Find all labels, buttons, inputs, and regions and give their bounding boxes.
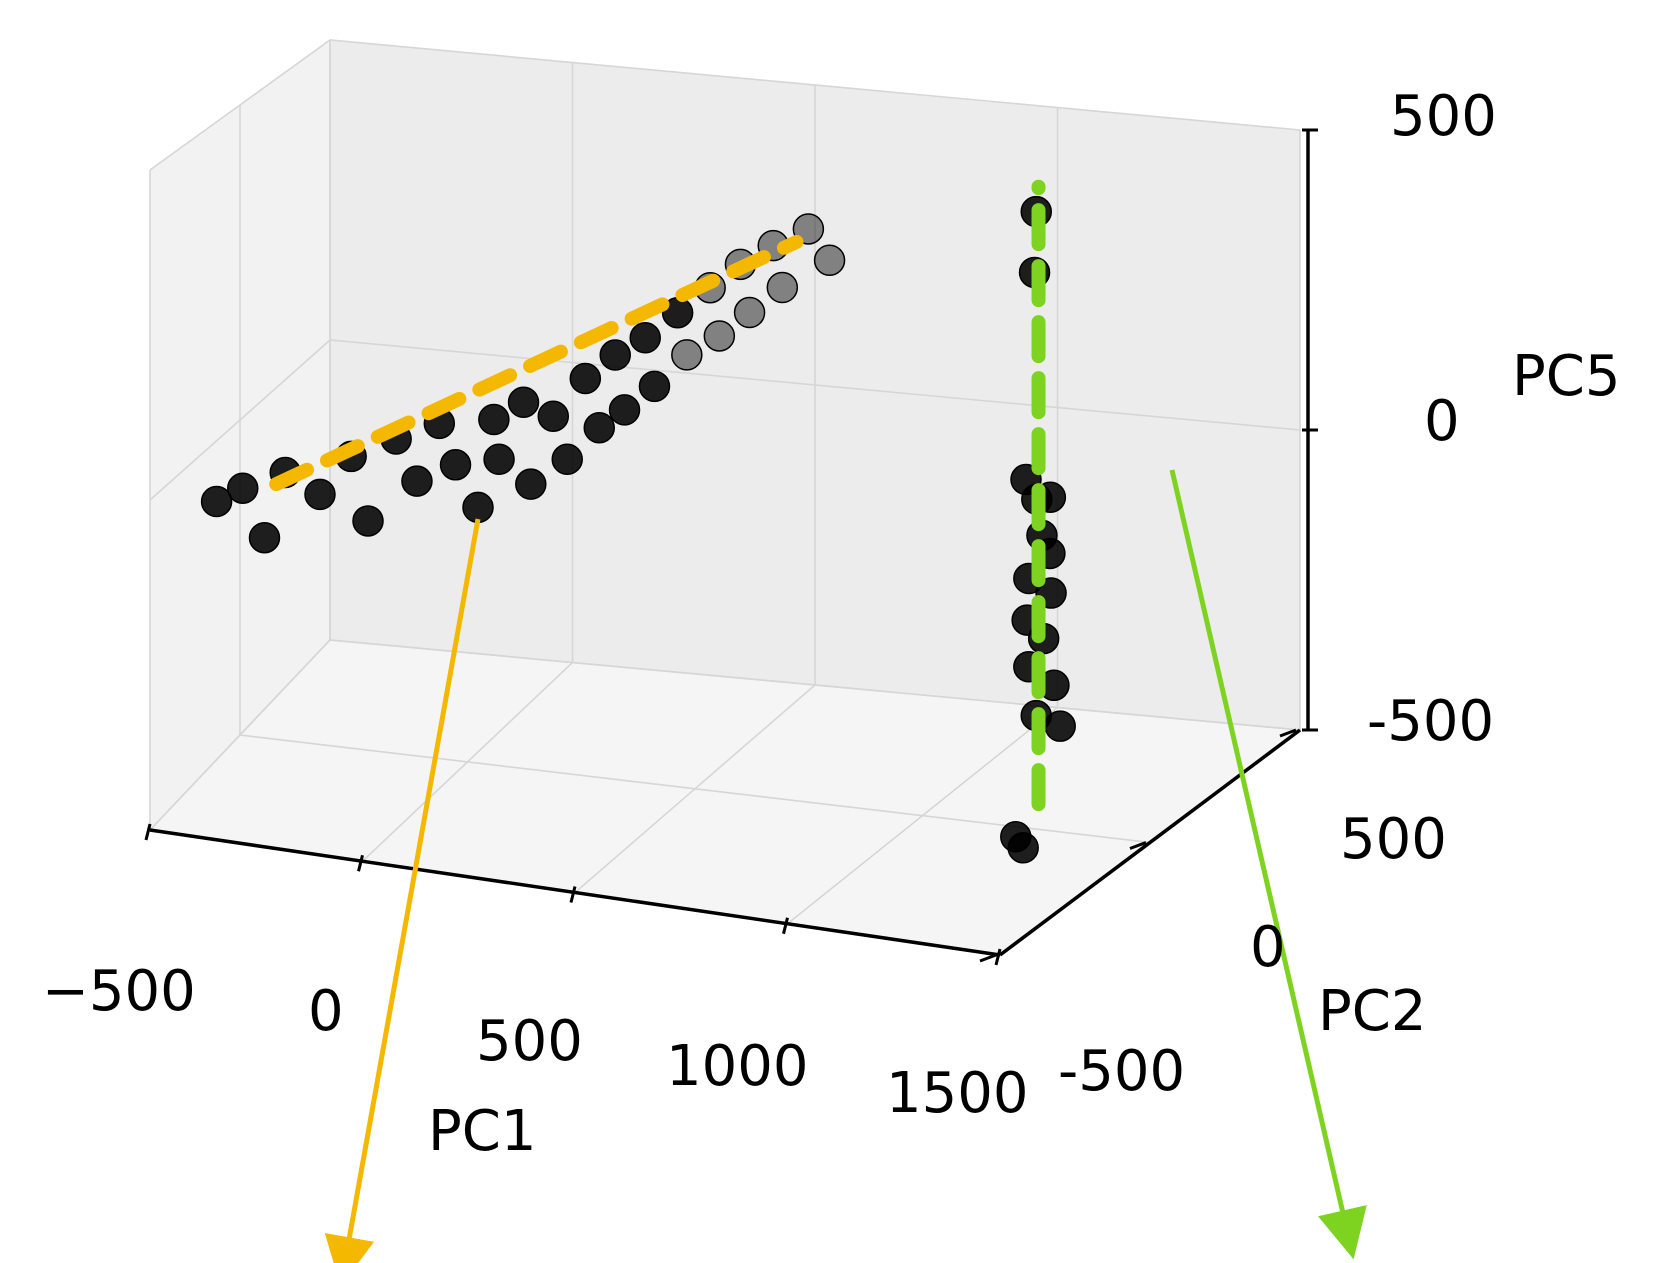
y-tick-label: 0	[1250, 915, 1286, 980]
x-tick-label: 0	[308, 979, 344, 1044]
y-axis-label: PC2	[1318, 979, 1427, 1044]
x-tick-mark	[782, 917, 789, 935]
axis-lines	[144, 128, 1318, 966]
data-point	[352, 505, 384, 537]
z-gridline	[149, 39, 1301, 171]
data-point	[569, 362, 602, 395]
pc1-direction-line	[269, 234, 804, 492]
pc5-annotation-arrow	[1169, 469, 1367, 1260]
x-tick-mark	[357, 854, 364, 872]
data-point	[304, 478, 336, 511]
data-point	[766, 271, 799, 304]
data-point	[813, 244, 846, 277]
y-tick-mark	[1279, 728, 1297, 738]
data-point	[1000, 821, 1032, 853]
data-point	[483, 443, 515, 476]
y-axis-line	[998, 728, 1302, 957]
data-point	[638, 370, 671, 403]
data-point	[401, 465, 433, 497]
y-tick-label: 500	[1340, 807, 1447, 872]
x-tick-label: 500	[476, 1009, 583, 1074]
pc1-annotation-arrow	[324, 518, 481, 1263]
z-tick-label: 0	[1424, 389, 1460, 454]
x-tick-mark	[569, 886, 577, 903]
data-point	[671, 339, 703, 371]
y-tick-mark	[979, 953, 997, 963]
data-point	[507, 386, 540, 418]
x-tick-mark	[994, 948, 1002, 966]
x-tick-mark	[144, 823, 152, 841]
z-tick-label: 500	[1390, 84, 1497, 149]
data-point	[226, 472, 259, 505]
data-point	[703, 320, 736, 352]
x-axis-label: PC1	[428, 1099, 537, 1164]
data-point	[608, 394, 641, 426]
data-point	[478, 403, 510, 436]
data-point	[599, 339, 631, 371]
data-point	[629, 322, 661, 354]
z-gridline	[149, 639, 1301, 831]
data-point	[248, 521, 281, 554]
x-tick-label: 1000	[666, 1034, 809, 1099]
z-gridline	[149, 339, 1301, 501]
floor-pane	[150, 640, 1300, 955]
x-tick-label: 1500	[886, 1061, 1029, 1126]
data-point	[515, 468, 547, 500]
y-tick-mark	[1129, 841, 1147, 850]
data-point	[583, 411, 615, 444]
z-axis-label: PC5	[1512, 344, 1621, 409]
z-tick-label: -500	[1367, 689, 1494, 754]
data-point	[439, 449, 472, 481]
data-point	[733, 296, 766, 329]
data-point	[462, 491, 494, 524]
direction-lines	[269, 179, 1046, 812]
data-point	[200, 485, 233, 518]
x-tick-label: −500	[42, 959, 196, 1024]
y-tick-label: -500	[1058, 1039, 1185, 1104]
data-point	[537, 400, 570, 432]
data-point	[551, 443, 583, 476]
